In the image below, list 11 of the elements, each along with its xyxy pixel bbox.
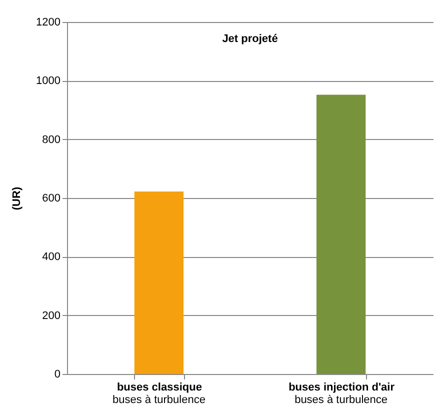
category-label: buses classique buses à turbulence xyxy=(112,382,206,406)
y-tick-label: 0 xyxy=(54,368,60,380)
y-tick-label: 1200 xyxy=(36,16,60,28)
y-tick-label: 800 xyxy=(42,134,60,146)
y-axis-title: (UR) xyxy=(11,186,24,210)
y-tick-label: 200 xyxy=(42,310,60,322)
y-tick-label: 400 xyxy=(42,251,60,264)
y-tick-label: 1000 xyxy=(36,75,60,88)
y-tick-label: 600 xyxy=(42,192,60,204)
text: Jet projeté xyxy=(222,33,278,45)
category-label: buses injection d'air buses à turbulence xyxy=(288,382,395,406)
